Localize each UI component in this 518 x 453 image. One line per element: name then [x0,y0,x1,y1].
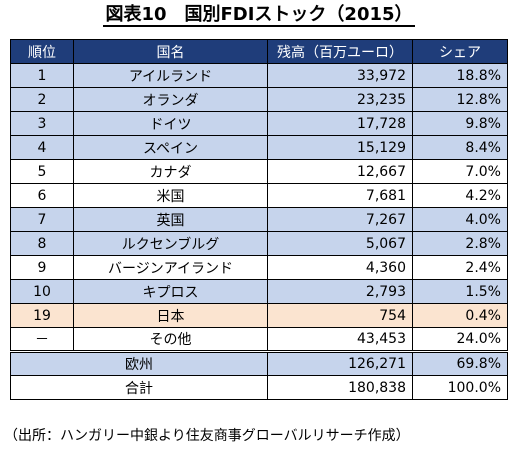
cell-share: 100.0% [412,375,508,400]
cell-share: 12.8% [412,87,508,112]
cell-country: 英国 [73,207,268,232]
table-row: 7 英国 7,267 4.0% [10,207,508,232]
table-row: 8 ルクセンブルグ 5,067 2.8% [10,231,508,256]
cell-amount: 23,235 [267,87,413,112]
table-row: 4 スペイン 15,129 8.4% [10,135,508,160]
cell-country: ルクセンブルグ [73,231,268,256]
fdi-table: 順位 国名 残高（百万ユーロ） シェア 1 アイルランド 33,972 18.8… [10,39,508,400]
cell-country: ドイツ [73,111,268,136]
cell-share: 18.8% [412,63,508,88]
cell-country: 米国 [73,183,268,208]
cell-share: 9.8% [412,111,508,136]
cell-country: バージンアイランド [73,255,268,280]
header-amount: 残高（百万ユーロ） [267,39,413,64]
cell-country: カナダ [73,159,268,184]
cell-share: 0.4% [412,303,508,328]
table-row: 1 アイルランド 33,972 18.8% [10,63,508,88]
cell-rank: 5 [10,159,74,184]
cell-rank: 19 [10,303,74,328]
cell-amount: 12,667 [267,159,413,184]
cell-country: スペイン [73,135,268,160]
cell-country: アイルランド [73,63,268,88]
cell-share: 2.8% [412,231,508,256]
cell-rank: － [10,327,74,352]
cell-share: 4.0% [412,207,508,232]
cell-amount: 33,972 [267,63,413,88]
cell-amount: 180,838 [267,375,413,400]
summary-row-europe: 欧州 126,271 69.8% [10,350,508,376]
table-row: 6 米国 7,681 4.2% [10,183,508,208]
cell-rank: 7 [10,207,74,232]
summary-row-total: 合計 180,838 100.0% [10,375,508,400]
table-title-text: 図表10 国別FDIストック（2015） [103,4,415,27]
cell-country: 日本 [73,303,268,328]
cell-share: 24.0% [412,327,508,352]
cell-amount: 43,453 [267,327,413,352]
cell-amount: 4,360 [267,255,413,280]
header-country: 国名 [73,39,268,64]
header-rank: 順位 [10,39,74,64]
cell-amount: 2,793 [267,279,413,304]
table-row: 9 バージンアイランド 4,360 2.4% [10,255,508,280]
cell-share: 4.2% [412,183,508,208]
cell-country: キプロス [73,279,268,304]
cell-rank: 10 [10,279,74,304]
cell-summary-label: 合計 [10,375,268,400]
table-row: 3 ドイツ 17,728 9.8% [10,111,508,136]
cell-rank: 4 [10,135,74,160]
cell-amount: 754 [267,303,413,328]
table-row: 10 キプロス 2,793 1.5% [10,279,508,304]
cell-amount: 5,067 [267,231,413,256]
header-row: 順位 国名 残高（百万ユーロ） シェア [10,39,508,64]
table-row: 5 カナダ 12,667 7.0% [10,159,508,184]
cell-rank: 6 [10,183,74,208]
cell-share: 7.0% [412,159,508,184]
cell-share: 1.5% [412,279,508,304]
cell-rank: 3 [10,111,74,136]
cell-summary-label: 欧州 [10,350,268,376]
cell-amount: 15,129 [267,135,413,160]
cell-amount: 7,681 [267,183,413,208]
table-row: 2 オランダ 23,235 12.8% [10,87,508,112]
cell-amount: 7,267 [267,207,413,232]
table-title: 図表10 国別FDIストック（2015） [0,2,518,28]
table-row: － その他 43,453 24.0% [10,327,508,352]
cell-amount: 17,728 [267,111,413,136]
cell-country: その他 [73,327,268,352]
cell-share: 2.4% [412,255,508,280]
header-share: シェア [412,39,508,64]
cell-amount: 126,271 [267,350,413,376]
cell-share: 69.8% [412,350,508,376]
cell-rank: 8 [10,231,74,256]
cell-rank: 1 [10,63,74,88]
source-note: （出所：ハンガリー中銀より住友商事グローバルリサーチ作成） [4,428,410,444]
table-row: 19 日本 754 0.4% [10,303,508,328]
cell-share: 8.4% [412,135,508,160]
cell-country: オランダ [73,87,268,112]
cell-rank: 2 [10,87,74,112]
cell-rank: 9 [10,255,74,280]
